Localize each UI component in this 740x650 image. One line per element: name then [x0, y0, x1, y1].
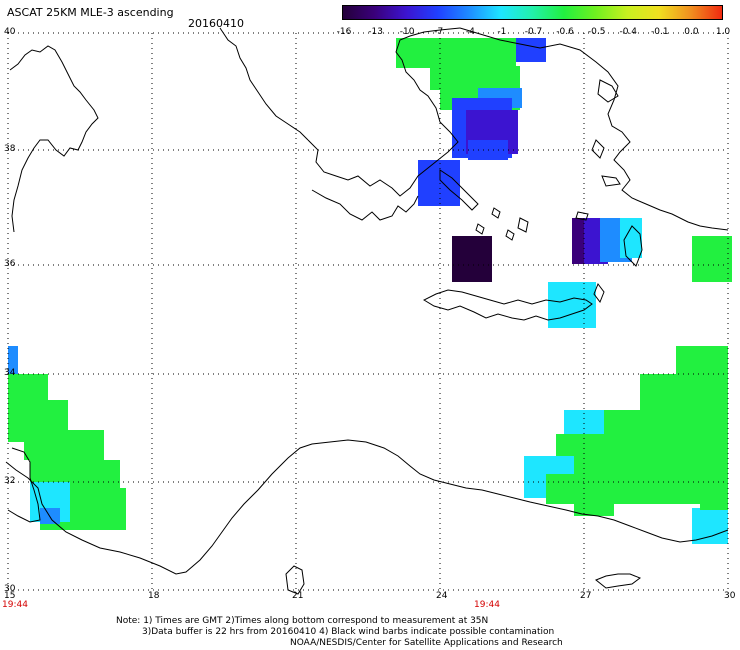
- note-line-1: Note: 1) Times are GMT 2)Times along bot…: [116, 616, 489, 626]
- coast-kos: [575, 211, 589, 221]
- colorbar-tick-label: 1.0: [715, 27, 731, 37]
- longitude-label: 24: [436, 591, 448, 601]
- map-title: ASCAT 25KM MLE-3 ascending: [7, 6, 174, 19]
- colorbar-tick-label: -0.1: [651, 27, 669, 37]
- colorbar-tick-label: -0.5: [587, 27, 606, 37]
- latitude-label: 40: [4, 27, 16, 37]
- coast-euboea: [439, 169, 479, 211]
- wind-data-swaths: [8, 38, 732, 544]
- colorbar-tick-label: -0.7: [524, 27, 543, 37]
- time-label-left: 19:44: [2, 600, 28, 610]
- wind-cell: [692, 508, 728, 544]
- wind-cell: [556, 434, 728, 476]
- coast-libya-gulf: [285, 565, 305, 595]
- colorbar-tick-label: -1: [497, 27, 507, 37]
- colorbar-tick-label: -0.4: [619, 27, 638, 37]
- time-label-center: 19:44: [474, 600, 500, 610]
- lat-lon-grid: [7, 32, 729, 591]
- latitude-label: 32: [4, 476, 16, 486]
- wind-cell: [692, 236, 732, 282]
- wind-cell: [418, 160, 460, 206]
- wind-cell: [620, 218, 642, 258]
- wind-cell: [8, 392, 38, 442]
- coast-crete: [422, 289, 593, 321]
- colorbar-tick-label: -0.6: [556, 27, 574, 37]
- coast-albania: [219, 27, 309, 141]
- wind-cell: [548, 282, 596, 328]
- wind-cell: [8, 346, 18, 374]
- wind-cell: [574, 476, 614, 516]
- coast-cyclades1: [491, 207, 501, 219]
- longitude-label: 21: [292, 591, 304, 601]
- wind-cell: [572, 218, 584, 264]
- longitude-label: 30: [724, 591, 736, 601]
- longitude-label: 27: [580, 591, 592, 601]
- coast-cyclades3: [475, 223, 485, 235]
- coast-turkey: [459, 27, 729, 231]
- coast-italy: [9, 45, 99, 233]
- colorbar: [342, 5, 723, 20]
- colorbar-tick-label: -16: [336, 27, 352, 37]
- colorbar-tick-label: -13: [368, 27, 383, 37]
- coast-rhodes: [623, 225, 643, 267]
- wind-cell: [516, 38, 546, 62]
- coast-peloponnese: [311, 189, 419, 221]
- coast-lesbos: [597, 79, 619, 103]
- note-line-3: NOAA/NESDIS/Center for Satellite Applica…: [290, 638, 563, 648]
- latitude-label: 36: [4, 259, 16, 269]
- map-date: 20160410: [188, 17, 244, 30]
- latitude-label: 34: [4, 368, 16, 378]
- colorbar-tick-label: -10: [399, 27, 415, 37]
- latitude-label: 30: [4, 584, 16, 594]
- coast-libya: [5, 439, 729, 575]
- wind-cell: [700, 492, 728, 510]
- longitude-label: 18: [148, 591, 160, 601]
- latitude-label: 38: [4, 144, 16, 154]
- wind-cell: [676, 346, 728, 376]
- wind-cell: [396, 38, 516, 68]
- coastline: [5, 27, 729, 595]
- coast-karpathos: [593, 282, 605, 304]
- wind-cell: [430, 66, 520, 90]
- coast-lake: [595, 573, 642, 589]
- colorbar-tick-label: -7: [434, 27, 444, 37]
- coast-chios: [591, 139, 605, 159]
- colorbar-labels: -16 -13 -10 -7 -4 -1 -0.7 -0.6 -0.5 -0.4 -0.1 0.0 1.…: [330, 27, 735, 39]
- wind-cell: [452, 236, 492, 282]
- colorbar-tick-label: 0.0: [684, 27, 699, 37]
- note-line-2: 3)Data buffer is 22 hrs from 20160410 4)…: [142, 627, 555, 637]
- coast-samos: [601, 175, 621, 187]
- longitude-label: 15: [4, 591, 16, 601]
- colorbar-tick-label: -4: [465, 27, 475, 37]
- coast-sicily: [7, 447, 41, 523]
- coast-greece: [307, 27, 461, 197]
- coast-cyclades2: [505, 229, 515, 241]
- wind-cell: [640, 374, 728, 410]
- coast-naxos: [517, 217, 529, 233]
- wind-cell: [600, 410, 728, 434]
